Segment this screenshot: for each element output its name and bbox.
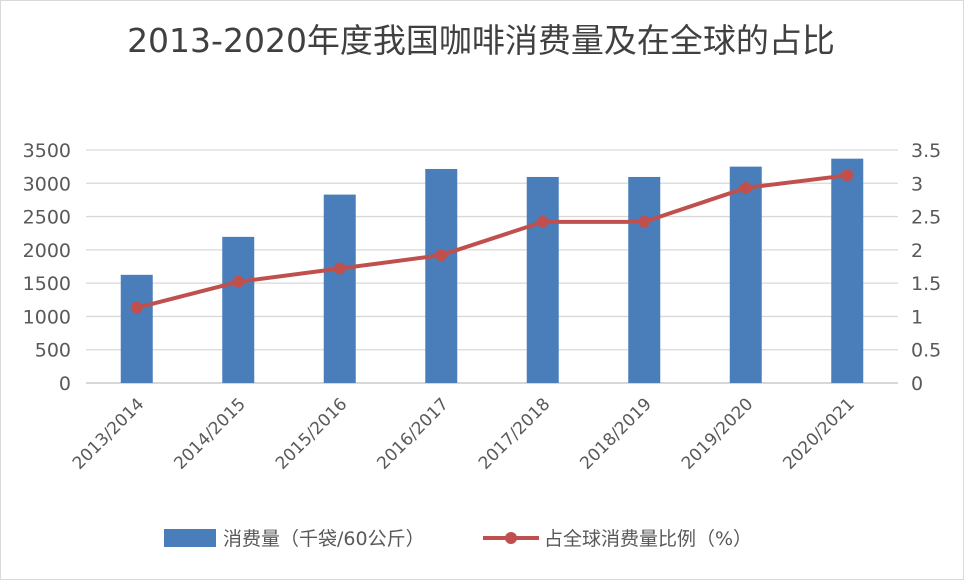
- bar: [729, 166, 762, 383]
- chart-title: 2013-2020年度我国咖啡消费量及在全球的占比: [127, 21, 835, 60]
- category-label: 2019/2020: [678, 394, 757, 473]
- legend-line-label: 占全球消费量比例（%）: [544, 528, 752, 550]
- line-point: [130, 301, 143, 314]
- right-tick-label: 2.5: [911, 207, 941, 229]
- bar: [831, 158, 864, 383]
- bar: [323, 194, 356, 383]
- right-tick-label: 2: [911, 240, 923, 262]
- left-tick-label: 2500: [23, 207, 71, 229]
- right-tick-label: 0: [911, 373, 923, 395]
- right-tick-label: 0.5: [911, 340, 941, 362]
- legend-bar-swatch: [164, 529, 216, 547]
- legend-bar-label: 消费量（千袋/60公斤）: [223, 528, 425, 550]
- category-label: 2018/2019: [576, 394, 655, 473]
- line-point: [232, 275, 245, 288]
- bar: [222, 236, 255, 383]
- left-tick-label: 500: [35, 340, 71, 362]
- line-point: [536, 215, 549, 228]
- right-tick-label: 3: [911, 173, 923, 195]
- left-tick-label: 2000: [23, 240, 71, 262]
- left-tick-label: 1000: [23, 306, 71, 328]
- line-point: [841, 169, 854, 182]
- left-tick-label: 0: [59, 373, 71, 395]
- line-point: [435, 249, 448, 262]
- category-label: 2017/2018: [475, 394, 554, 473]
- bar: [120, 274, 153, 383]
- bar: [526, 176, 559, 383]
- category-label: 2013/2014: [69, 394, 148, 473]
- line-point: [333, 262, 346, 275]
- left-tick-label: 3000: [23, 173, 71, 195]
- right-tick-label: 1: [911, 306, 923, 328]
- line-point: [638, 215, 651, 228]
- legend-line-marker: [505, 532, 517, 544]
- category-label: 2016/2017: [373, 394, 452, 473]
- category-label: 2014/2015: [170, 394, 249, 473]
- category-label: 2020/2021: [779, 394, 858, 473]
- left-tick-label: 1500: [23, 273, 71, 295]
- bar: [628, 176, 661, 383]
- line-point: [739, 181, 752, 194]
- right-tick-label: 3.5: [911, 140, 941, 162]
- left-tick-label: 3500: [23, 140, 71, 162]
- bar: [425, 168, 458, 383]
- series-line: [136, 173, 848, 310]
- right-tick-label: 1.5: [911, 273, 941, 295]
- category-label: 2015/2016: [272, 394, 351, 473]
